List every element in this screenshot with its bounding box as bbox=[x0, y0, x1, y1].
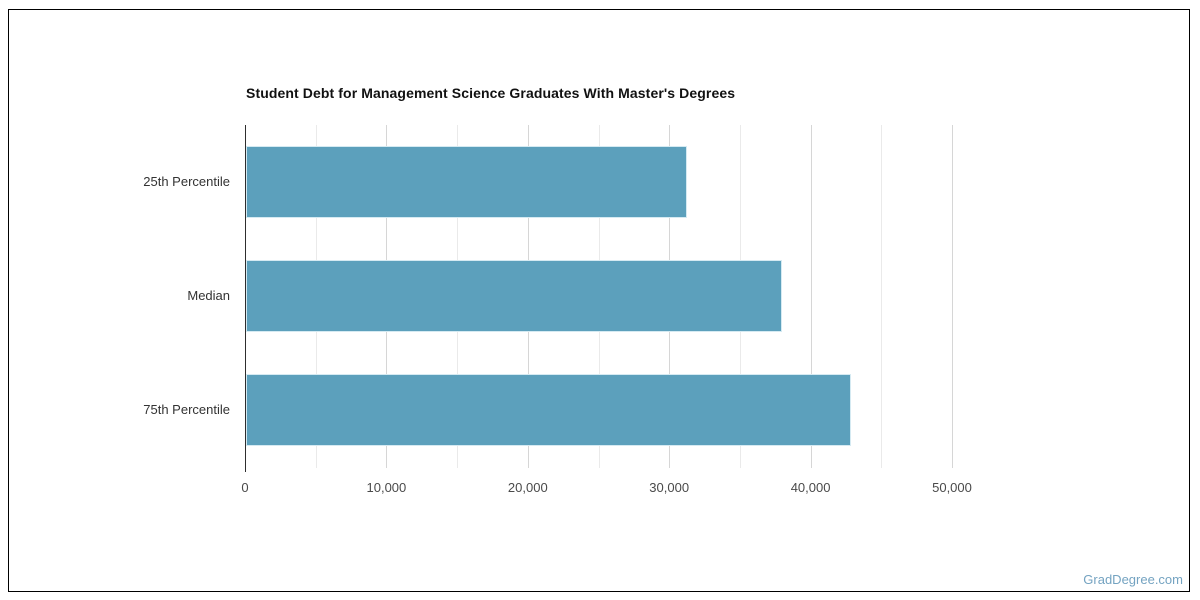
category-label: Median bbox=[187, 288, 230, 303]
plot-area: 25th Percentile Median 75th Percentile 0 10,… bbox=[143, 125, 972, 495]
x-tick-label: 10,000 bbox=[366, 480, 407, 495]
grid-line-minor bbox=[881, 125, 883, 468]
bar-75th-percentile bbox=[246, 374, 852, 446]
x-tick-label: 30,000 bbox=[649, 480, 690, 495]
x-tick-label: 40,000 bbox=[790, 480, 831, 495]
x-tick-label: 0 bbox=[241, 480, 249, 495]
grid-line-major bbox=[952, 125, 953, 468]
watermark-link[interactable]: GradDegree.com bbox=[1083, 572, 1183, 587]
chart-title: Student Debt for Management Science Grad… bbox=[246, 85, 736, 101]
bar-median bbox=[246, 260, 782, 332]
grid-line-major bbox=[810, 125, 812, 468]
x-tick-label: 50,000 bbox=[932, 480, 972, 495]
y-axis-line bbox=[245, 125, 246, 472]
category-label: 75th Percentile bbox=[143, 402, 230, 417]
bar-25th-percentile bbox=[246, 146, 688, 218]
category-label: 25th Percentile bbox=[143, 174, 230, 189]
x-tick-label: 20,000 bbox=[507, 480, 548, 495]
